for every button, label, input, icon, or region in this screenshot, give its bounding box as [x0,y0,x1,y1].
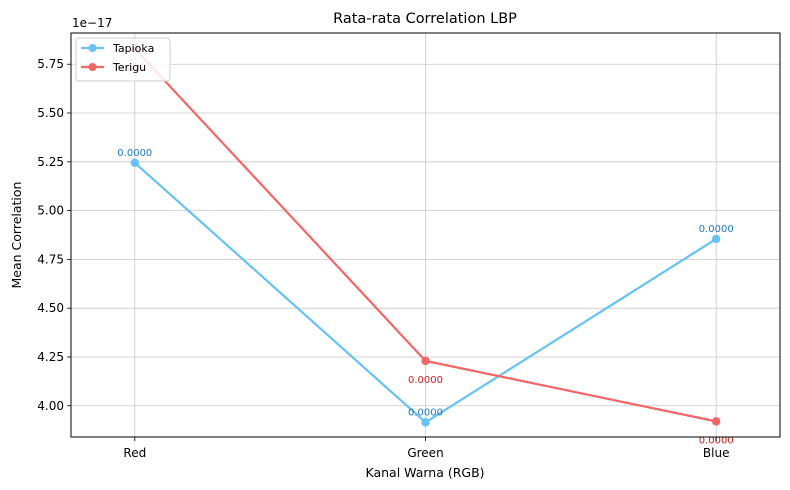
legend-label: Tapioka [112,42,154,55]
data-point [711,417,721,426]
data-point [421,418,430,427]
y-tick-label: 4.00 [37,399,64,413]
y-axis-offset-label: 1e−17 [72,16,112,30]
y-tick-label: 5.25 [37,155,64,169]
data-label: 0.0000 [408,407,443,418]
data-point [421,356,430,366]
x-tick-label: Green [407,446,443,460]
x-tick-label: Blue [703,446,730,460]
series-layer [130,44,721,427]
data-label: 0.0000 [408,375,443,386]
legend-label: Terigu [112,61,146,74]
data-point [711,234,721,244]
x-axis-label: Kanal Warna (RGB) [365,465,484,480]
chart-title: Rata-rata Correlation LBP [333,11,517,27]
data-point [130,158,140,167]
y-tick-label: 4.75 [37,252,64,266]
legend-marker [88,44,97,52]
x-tick-label: Red [123,446,146,460]
x-axis-ticks: Red Green Blue [123,437,729,460]
data-label: 0.0000 [699,224,734,235]
y-tick-label: 4.50 [37,301,64,315]
y-tick-label: 5.00 [37,204,64,218]
y-axis-ticks: 4.00 4.25 4.50 4.75 5.00 5.25 5.50 5.75 [37,57,71,413]
y-tick-label: 4.25 [37,350,64,364]
legend: Tapioka Terigu [75,37,171,82]
data-label: 0.0000 [117,148,152,159]
legend-marker [88,63,97,71]
y-axis-label: Mean Correlation [9,182,24,289]
y-tick-label: 5.50 [37,106,64,120]
y-tick-label: 5.75 [37,57,64,71]
